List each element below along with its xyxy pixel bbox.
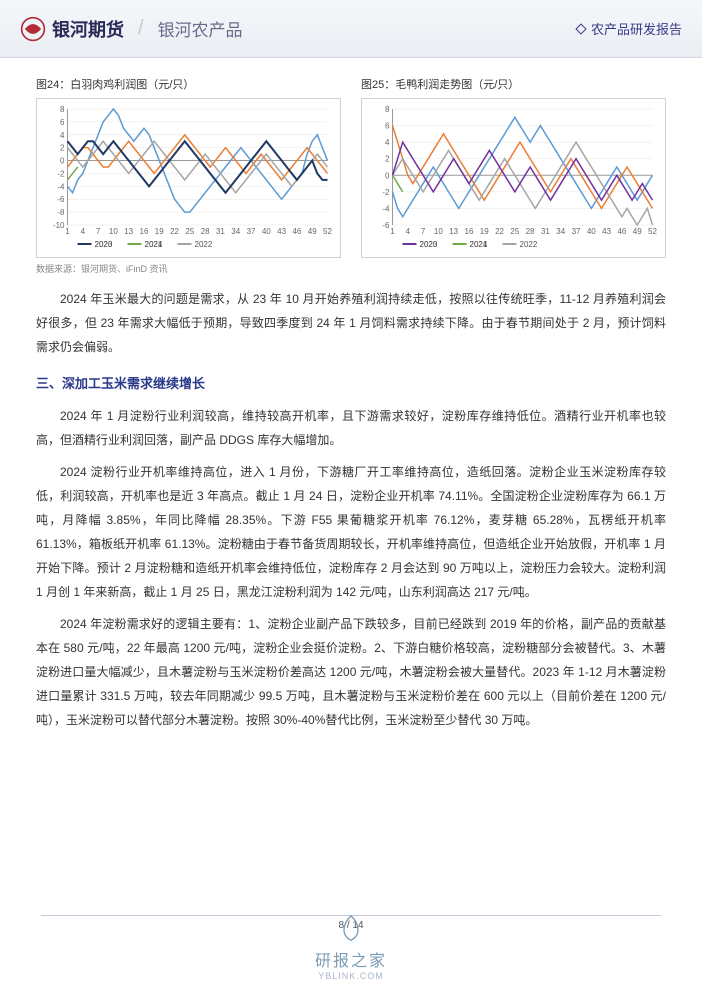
svg-text:0: 0 xyxy=(385,171,390,180)
svg-text:8: 8 xyxy=(60,105,65,114)
svg-text:25: 25 xyxy=(510,227,519,236)
svg-text:1: 1 xyxy=(390,227,395,236)
svg-text:43: 43 xyxy=(277,227,286,236)
svg-text:52: 52 xyxy=(648,227,657,236)
chart-24-block: 图24：白羽肉鸡利润图（元/只） -10-8-6-4-2024681471013… xyxy=(36,76,341,258)
svg-text:37: 37 xyxy=(572,227,581,236)
watermark-url: YBLINK.COM xyxy=(0,971,702,981)
svg-text:43: 43 xyxy=(602,227,611,236)
svg-text:6: 6 xyxy=(385,122,390,131)
svg-text:-2: -2 xyxy=(382,188,390,197)
svg-text:0: 0 xyxy=(60,157,65,166)
svg-text:40: 40 xyxy=(262,227,271,236)
svg-text:4: 4 xyxy=(81,227,86,236)
paragraph-1: 2024 年玉米最大的问题是需求，从 23 年 10 月开始养殖利润持续走低，按… xyxy=(36,287,666,359)
svg-text:16: 16 xyxy=(140,227,149,236)
svg-text:6: 6 xyxy=(60,118,65,127)
sub-brand-name: 银河农产品 xyxy=(158,16,243,41)
svg-text:10: 10 xyxy=(109,227,118,236)
svg-text:40: 40 xyxy=(587,227,596,236)
paragraph-3: 2024 淀粉行业开机率维持高位，进入 1 月份，下游糖厂开工率维持高位，造纸回… xyxy=(36,460,666,604)
svg-text:4: 4 xyxy=(385,138,390,147)
diamond-icon xyxy=(575,23,586,34)
svg-text:-6: -6 xyxy=(57,195,65,204)
brand-name: 银河期货 xyxy=(52,16,124,42)
svg-text:2022: 2022 xyxy=(520,240,538,249)
watermark-text: 研报之家 xyxy=(0,947,702,971)
watermark-icon xyxy=(337,914,365,942)
svg-text:31: 31 xyxy=(216,227,225,236)
svg-text:2024: 2024 xyxy=(470,240,488,249)
svg-text:2023: 2023 xyxy=(95,240,113,249)
svg-text:22: 22 xyxy=(495,227,504,236)
svg-text:4: 4 xyxy=(406,227,411,236)
svg-text:2: 2 xyxy=(385,155,390,164)
chart-24-title: 图24：白羽肉鸡利润图（元/只） xyxy=(36,76,341,92)
chart-25-title: 图25：毛鸭利润走势图（元/只） xyxy=(361,76,666,92)
svg-text:34: 34 xyxy=(231,227,240,236)
svg-text:-6: -6 xyxy=(382,221,390,230)
watermark: 研报之家 YBLINK.COM xyxy=(0,914,702,981)
report-type-block: 农产品研发报告 xyxy=(577,19,682,38)
svg-text:16: 16 xyxy=(465,227,474,236)
svg-text:4: 4 xyxy=(60,131,65,140)
report-type-label: 农产品研发报告 xyxy=(591,19,682,38)
svg-text:8: 8 xyxy=(385,105,390,114)
svg-text:7: 7 xyxy=(421,227,426,236)
chart-25: -6-4-20246814710131619222528313437404346… xyxy=(361,98,666,258)
svg-text:37: 37 xyxy=(247,227,256,236)
svg-text:13: 13 xyxy=(124,227,133,236)
svg-text:19: 19 xyxy=(155,227,164,236)
chart-row: 图24：白羽肉鸡利润图（元/只） -10-8-6-4-2024681471013… xyxy=(36,76,666,258)
svg-text:49: 49 xyxy=(308,227,317,236)
brand-block: 银河期货 / 银河农产品 xyxy=(20,16,243,42)
svg-text:52: 52 xyxy=(323,227,332,236)
svg-text:31: 31 xyxy=(541,227,550,236)
svg-text:7: 7 xyxy=(96,227,101,236)
svg-text:46: 46 xyxy=(617,227,626,236)
svg-text:-4: -4 xyxy=(382,204,390,213)
svg-text:2023: 2023 xyxy=(420,240,438,249)
data-source-label: 数据来源：银河期货、iFinD 资讯 xyxy=(36,262,666,275)
svg-text:13: 13 xyxy=(449,227,458,236)
svg-text:-8: -8 xyxy=(57,208,65,217)
svg-text:22: 22 xyxy=(170,227,179,236)
galaxy-logo-icon xyxy=(20,16,46,42)
svg-text:2: 2 xyxy=(60,144,65,153)
section-3-title: 三、深加工玉米需求继续增长 xyxy=(36,373,666,392)
svg-text:25: 25 xyxy=(185,227,194,236)
svg-text:-4: -4 xyxy=(57,182,65,191)
chart-24: -10-8-6-4-202468147101316192225283134374… xyxy=(36,98,341,258)
paragraph-2: 2024 年 1 月淀粉行业利润较高，维持较高开机率，且下游需求较好，淀粉库存维… xyxy=(36,404,666,452)
svg-text:1: 1 xyxy=(65,227,70,236)
svg-text:19: 19 xyxy=(480,227,489,236)
brand-divider: / xyxy=(138,17,144,40)
svg-text:46: 46 xyxy=(292,227,301,236)
svg-text:28: 28 xyxy=(201,227,210,236)
page-header: 银河期货 / 银河农产品 农产品研发报告 xyxy=(0,0,702,58)
svg-text:28: 28 xyxy=(526,227,535,236)
svg-text:49: 49 xyxy=(633,227,642,236)
paragraph-4: 2024 年淀粉需求好的逻辑主要有：1、淀粉企业副产品下跌较多，目前已经跌到 2… xyxy=(36,612,666,732)
svg-text:2024: 2024 xyxy=(145,240,163,249)
svg-text:-10: -10 xyxy=(53,221,65,230)
chart-25-block: 图25：毛鸭利润走势图（元/只） -6-4-202468147101316192… xyxy=(361,76,666,258)
page-content: 图24：白羽肉鸡利润图（元/只） -10-8-6-4-2024681471013… xyxy=(0,58,702,732)
svg-text:34: 34 xyxy=(556,227,565,236)
svg-text:-2: -2 xyxy=(57,169,65,178)
svg-text:2022: 2022 xyxy=(195,240,213,249)
svg-text:10: 10 xyxy=(434,227,443,236)
